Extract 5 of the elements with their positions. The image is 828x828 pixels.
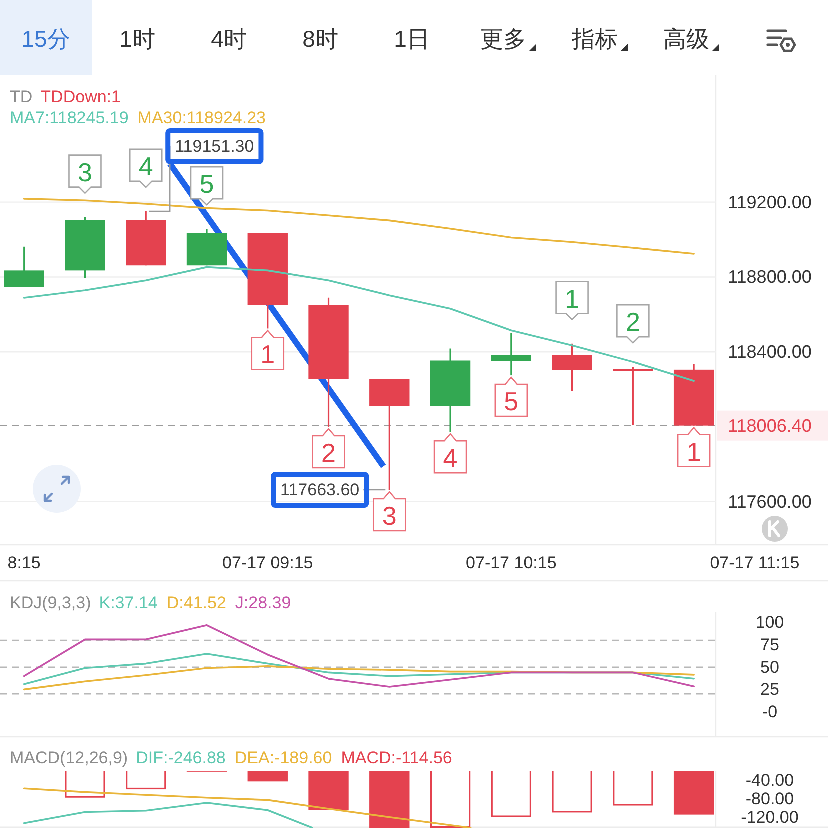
ref-line-label: 118006.40	[728, 416, 812, 436]
title: TD	[10, 88, 33, 106]
subtitle: TDDown:1	[40, 88, 121, 106]
title: KDJ(9,3,3)	[10, 594, 92, 612]
title: MACD(12,26,9)	[10, 748, 128, 768]
